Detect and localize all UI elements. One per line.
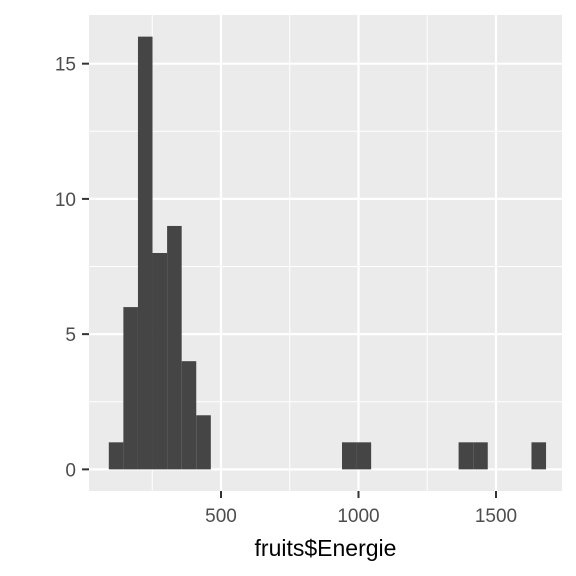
histogram-bar bbox=[181, 361, 197, 470]
y-axis: 0 5 10 15 bbox=[55, 55, 89, 481]
histogram-bar bbox=[356, 442, 372, 470]
histogram-bar bbox=[473, 442, 488, 470]
x-axis: 500 1000 1500 bbox=[205, 491, 517, 527]
x-axis-title: fruits$Energie bbox=[255, 535, 397, 561]
histogram-bar bbox=[152, 253, 168, 470]
y-tick-label: 0 bbox=[65, 460, 76, 481]
y-tick-label: 15 bbox=[55, 55, 76, 76]
x-tick-label: 1500 bbox=[475, 506, 517, 527]
histogram-bar bbox=[108, 442, 124, 470]
histogram-bar bbox=[137, 36, 153, 470]
histogram-bars bbox=[108, 36, 547, 470]
histogram-bar bbox=[458, 442, 474, 470]
histogram-bar bbox=[167, 225, 182, 470]
histogram-bar bbox=[531, 442, 547, 470]
histogram-bar bbox=[123, 307, 138, 470]
x-tick-label: 1000 bbox=[337, 506, 379, 527]
major-x-gridlines bbox=[219, 15, 498, 491]
x-tick-label: 500 bbox=[205, 506, 237, 527]
y-tick-label: 10 bbox=[55, 190, 76, 211]
histogram-bar bbox=[196, 415, 211, 470]
y-tick-label: 5 bbox=[65, 325, 76, 346]
histogram-bar bbox=[342, 442, 357, 470]
